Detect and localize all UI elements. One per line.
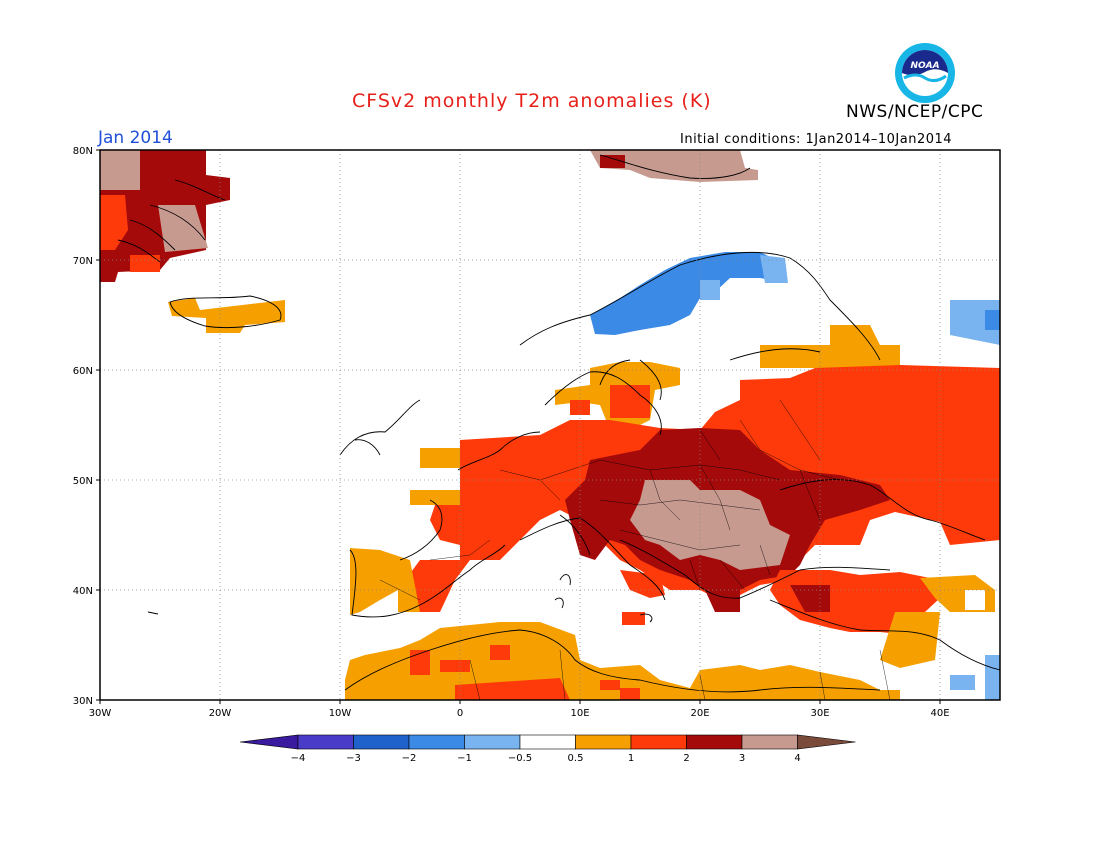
colorbar-swatch xyxy=(630,734,687,750)
lat-label-60n: 60N xyxy=(73,366,93,377)
lat-label-50n: 50N xyxy=(73,476,93,487)
lon-label-30e: 30E xyxy=(810,708,829,719)
colorbar-tick-label: −4 xyxy=(291,753,306,764)
lat-label-80n: 80N xyxy=(73,146,93,157)
lon-label-10w: 10W xyxy=(329,708,352,719)
colorbar-tick-label: −0.5 xyxy=(508,753,532,764)
colorbar-tick-label: −2 xyxy=(402,753,417,764)
colorbar-tick-label: 2 xyxy=(683,753,689,764)
lon-label-30w: 30W xyxy=(89,708,112,719)
colorbar-tick-label: 0.5 xyxy=(568,753,584,764)
month-label: Jan 2014 xyxy=(98,128,173,148)
lon-label-20w: 20W xyxy=(209,708,232,719)
initial-conditions-label: Initial conditions: 1Jan2014–10Jan2014 xyxy=(680,132,953,147)
noaa-logo-text: NOAA xyxy=(910,61,939,71)
anomaly-fields xyxy=(100,150,1000,700)
colorbar-swatch xyxy=(686,734,743,750)
lon-label-10e: 10E xyxy=(570,708,589,719)
colorbar-swatch xyxy=(297,734,354,750)
map-title: CFSv2 monthly T2m anomalies (K) xyxy=(352,90,712,112)
colorbar-tick-label: 4 xyxy=(794,753,800,764)
noaa-logo: NOAA xyxy=(895,43,955,103)
colorbar-arrow-low xyxy=(239,734,299,750)
colorbar-swatch xyxy=(575,734,632,750)
colorbar-arrow-high xyxy=(797,734,856,750)
colorbar-tick-label: 3 xyxy=(739,753,745,764)
colorbar-tick-label: −1 xyxy=(457,753,472,764)
lat-label-30n: 30N xyxy=(73,696,93,707)
colorbar-swatch xyxy=(741,734,798,750)
colorbar-tick-label: 1 xyxy=(628,753,634,764)
colorbar-tick-label: −3 xyxy=(346,753,361,764)
lon-label-40e: 40E xyxy=(930,708,949,719)
colorbar-swatch xyxy=(353,734,410,750)
colorbar-swatch xyxy=(519,734,576,750)
lat-label-70n: 70N xyxy=(73,256,93,267)
colorbar-swatch xyxy=(464,734,521,750)
lon-label-0: 0 xyxy=(457,708,463,719)
colorbar: −4 −3 −2 −1 −0.5 0.5 1 2 3 4 xyxy=(239,734,856,764)
agency-label: NWS/NCEP/CPC xyxy=(846,102,984,122)
lon-label-20e: 20E xyxy=(690,708,709,719)
coastlines xyxy=(117,154,1000,693)
map-frame xyxy=(99,149,1001,701)
lat-label-40n: 40N xyxy=(73,586,93,597)
colorbar-swatch xyxy=(408,734,465,750)
